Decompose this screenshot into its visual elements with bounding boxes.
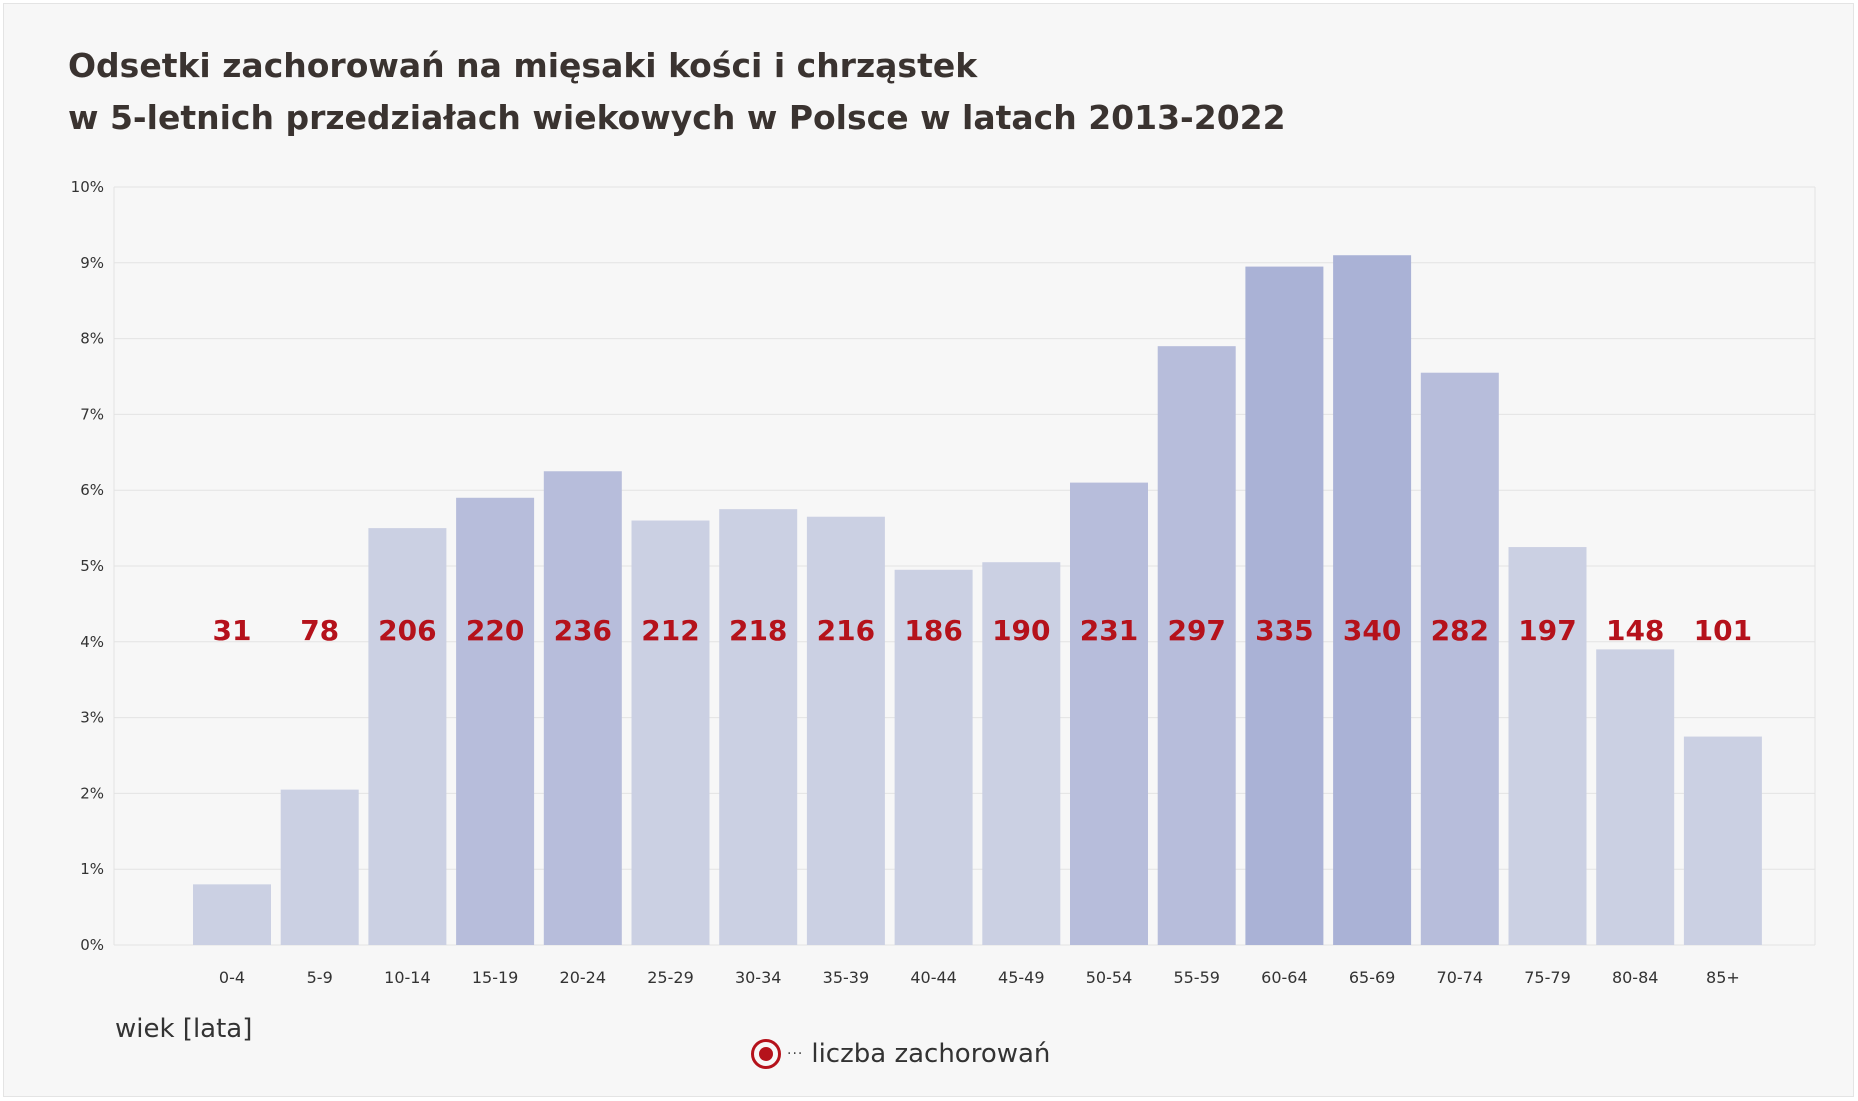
- chart-title: Odsetki zachorowań na mięsaki kości i ch…: [68, 40, 1286, 144]
- x-tick-label: 35-39: [823, 968, 870, 987]
- count-label: 220: [466, 614, 524, 647]
- count-label: 297: [1167, 614, 1225, 647]
- chart-card: Odsetki zachorowań na mięsaki kości i ch…: [3, 3, 1854, 1097]
- bar: [1245, 266, 1324, 946]
- legend-label: liczba zachorowań: [811, 1039, 1051, 1069]
- x-tick-label: 80-84: [1612, 968, 1659, 987]
- x-tick-label: 0-4: [219, 968, 245, 987]
- x-axis-label: wiek [lata]: [115, 1014, 253, 1044]
- bar: [543, 471, 622, 945]
- x-tick-label: 10-14: [384, 968, 431, 987]
- bar-chart: 0% 1% 2% 3% 4% 5% 6% 7% 8% 9% 10% 0-4 5-9 10-14 15-19…: [71, 178, 1816, 987]
- x-tick-label: 15-19: [472, 968, 519, 987]
- x-tick-label: 45-49: [998, 968, 1045, 987]
- x-tick-label: 30-34: [735, 968, 782, 987]
- y-axis-ticks: 0% 1% 2% 3% 4% 5% 6% 7% 8% 9% 10%: [71, 178, 104, 954]
- bar: [1508, 547, 1587, 945]
- chart-title-line-1: Odsetki zachorowań na mięsaki kości i ch…: [68, 46, 978, 85]
- bar: [631, 520, 710, 945]
- bar: [982, 562, 1061, 945]
- y-tick-label: 10%: [71, 178, 104, 196]
- x-tick-label: 20-24: [560, 968, 607, 987]
- x-tick-label: 75-79: [1524, 968, 1571, 987]
- bar: [1157, 346, 1236, 945]
- bar: [280, 789, 359, 945]
- legend-marker-dot: [759, 1047, 773, 1061]
- bar: [1333, 255, 1412, 946]
- count-label: 190: [992, 614, 1050, 647]
- bar: [894, 569, 973, 945]
- x-tick-label: 50-54: [1086, 968, 1133, 987]
- count-label: 31: [213, 614, 252, 647]
- bar: [368, 528, 447, 945]
- count-label: 282: [1431, 614, 1489, 647]
- y-tick-label: 3%: [80, 709, 104, 727]
- x-tick-label: 65-69: [1349, 968, 1396, 987]
- legend-marker-icon: [751, 1039, 781, 1069]
- legend: ··· liczba zachorowań: [751, 1036, 1050, 1072]
- bar: [1596, 649, 1675, 945]
- bar: [1420, 372, 1499, 946]
- count-label: 78: [300, 614, 339, 647]
- legend-dots: ···: [787, 1046, 804, 1062]
- bar: [1683, 736, 1762, 945]
- y-tick-label: 6%: [80, 481, 104, 499]
- bar: [806, 516, 885, 945]
- x-tick-label: 60-64: [1261, 968, 1308, 987]
- y-tick-label: 1%: [80, 860, 104, 878]
- bar: [456, 497, 535, 945]
- count-label: 335: [1255, 614, 1313, 647]
- chart-title-line-2: w 5-letnich przedziałach wiekowych w Pol…: [68, 98, 1286, 137]
- count-label: 197: [1518, 614, 1576, 647]
- x-tick-label: 70-74: [1437, 968, 1484, 987]
- count-label: 101: [1694, 614, 1752, 647]
- count-label: 186: [904, 614, 962, 647]
- bars: [193, 255, 1762, 946]
- count-label: 231: [1080, 614, 1138, 647]
- bar: [1070, 482, 1148, 945]
- y-tick-label: 8%: [80, 330, 104, 348]
- y-tick-label: 2%: [80, 784, 104, 802]
- bar: [193, 884, 271, 945]
- y-tick-label: 7%: [80, 405, 104, 423]
- x-tick-label: 55-59: [1173, 968, 1220, 987]
- count-label: 216: [817, 614, 875, 647]
- count-label: 340: [1343, 614, 1401, 647]
- x-tick-label: 5-9: [307, 968, 333, 987]
- y-tick-label: 0%: [80, 936, 104, 954]
- y-tick-label: 9%: [80, 254, 104, 272]
- count-label: 206: [378, 614, 436, 647]
- bar: [719, 509, 798, 945]
- x-axis-ticks: 0-4 5-9 10-14 15-19 20-24 25-29 30-34 35-39 40-4…: [219, 968, 1740, 987]
- x-tick-label: 40-44: [910, 968, 957, 987]
- count-labels: 31 78 206 220 236 212 218 216 186 190 231 297 335 340…: [213, 614, 1753, 647]
- x-tick-label: 85+: [1706, 968, 1740, 987]
- count-label: 148: [1606, 614, 1664, 647]
- count-label: 218: [729, 614, 787, 647]
- count-label: 212: [641, 614, 699, 647]
- count-label: 236: [554, 614, 612, 647]
- y-tick-label: 5%: [80, 557, 104, 575]
- x-tick-label: 25-29: [647, 968, 694, 987]
- y-tick-label: 4%: [80, 633, 104, 651]
